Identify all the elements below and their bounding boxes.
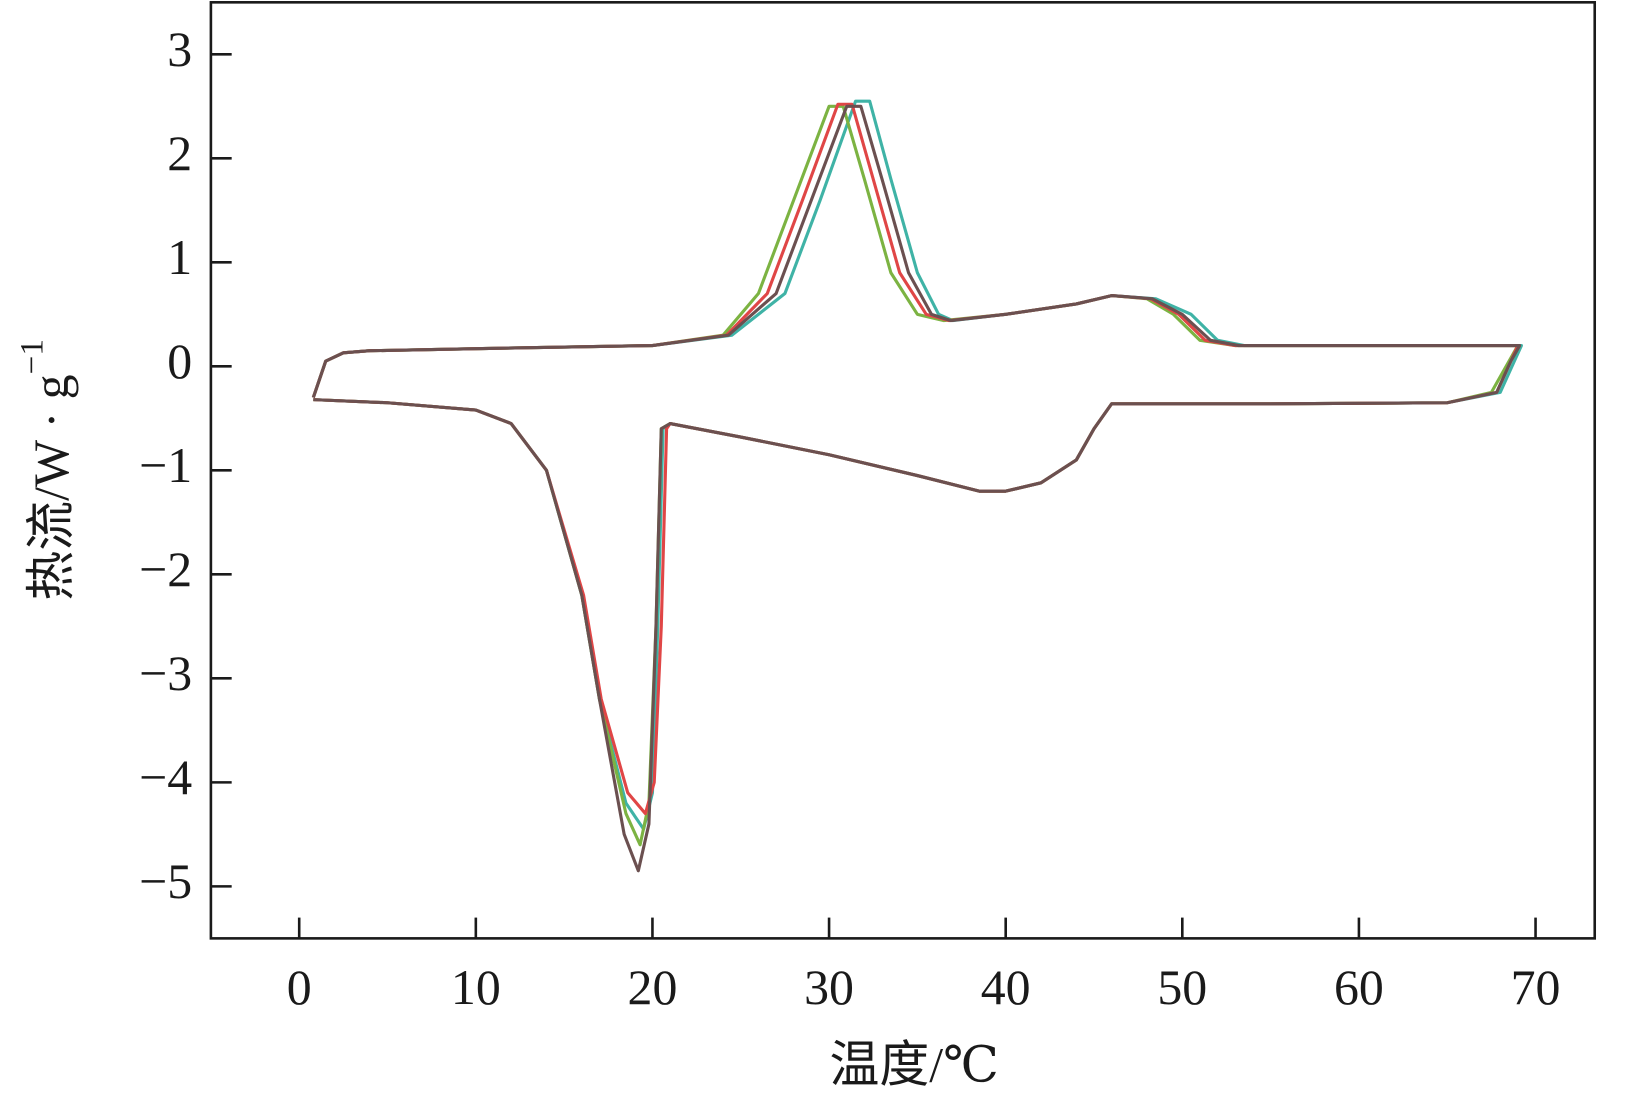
y-tick-label: −1 <box>139 438 192 493</box>
x-tick-label: 20 <box>628 960 678 1015</box>
y-tick-label: 0 <box>167 334 192 389</box>
series-line <box>311 104 1520 847</box>
y-tick-label: 1 <box>167 230 192 285</box>
y-axis-label: 热流/W · g−1 <box>13 339 80 601</box>
y-tick-label: −4 <box>139 750 192 805</box>
y-tick-label: −5 <box>139 854 192 909</box>
x-tick-label: 30 <box>804 960 854 1015</box>
x-axis-label: 温度/℃ <box>830 1038 999 1093</box>
x-tick-label: 40 <box>981 960 1031 1015</box>
series-line <box>311 104 1522 873</box>
y-axis-label-sup: −1 <box>13 339 50 374</box>
plot-frame <box>209 1 1597 940</box>
x-tick-label: 60 <box>1334 960 1384 1015</box>
x-tick-label: 70 <box>1511 960 1561 1015</box>
y-axis-label-main: 热流/W · g <box>25 374 80 600</box>
series-line <box>311 102 1520 816</box>
y-tick-label: −3 <box>139 646 192 701</box>
y-tick-label: 2 <box>167 126 192 181</box>
y-tick-label: −2 <box>139 542 192 597</box>
x-tick-label: 50 <box>1157 960 1207 1015</box>
x-tick-label: 0 <box>287 960 312 1015</box>
y-tick-label: 3 <box>167 22 192 77</box>
x-tick-label: 10 <box>451 960 501 1015</box>
series-line <box>311 99 1523 831</box>
